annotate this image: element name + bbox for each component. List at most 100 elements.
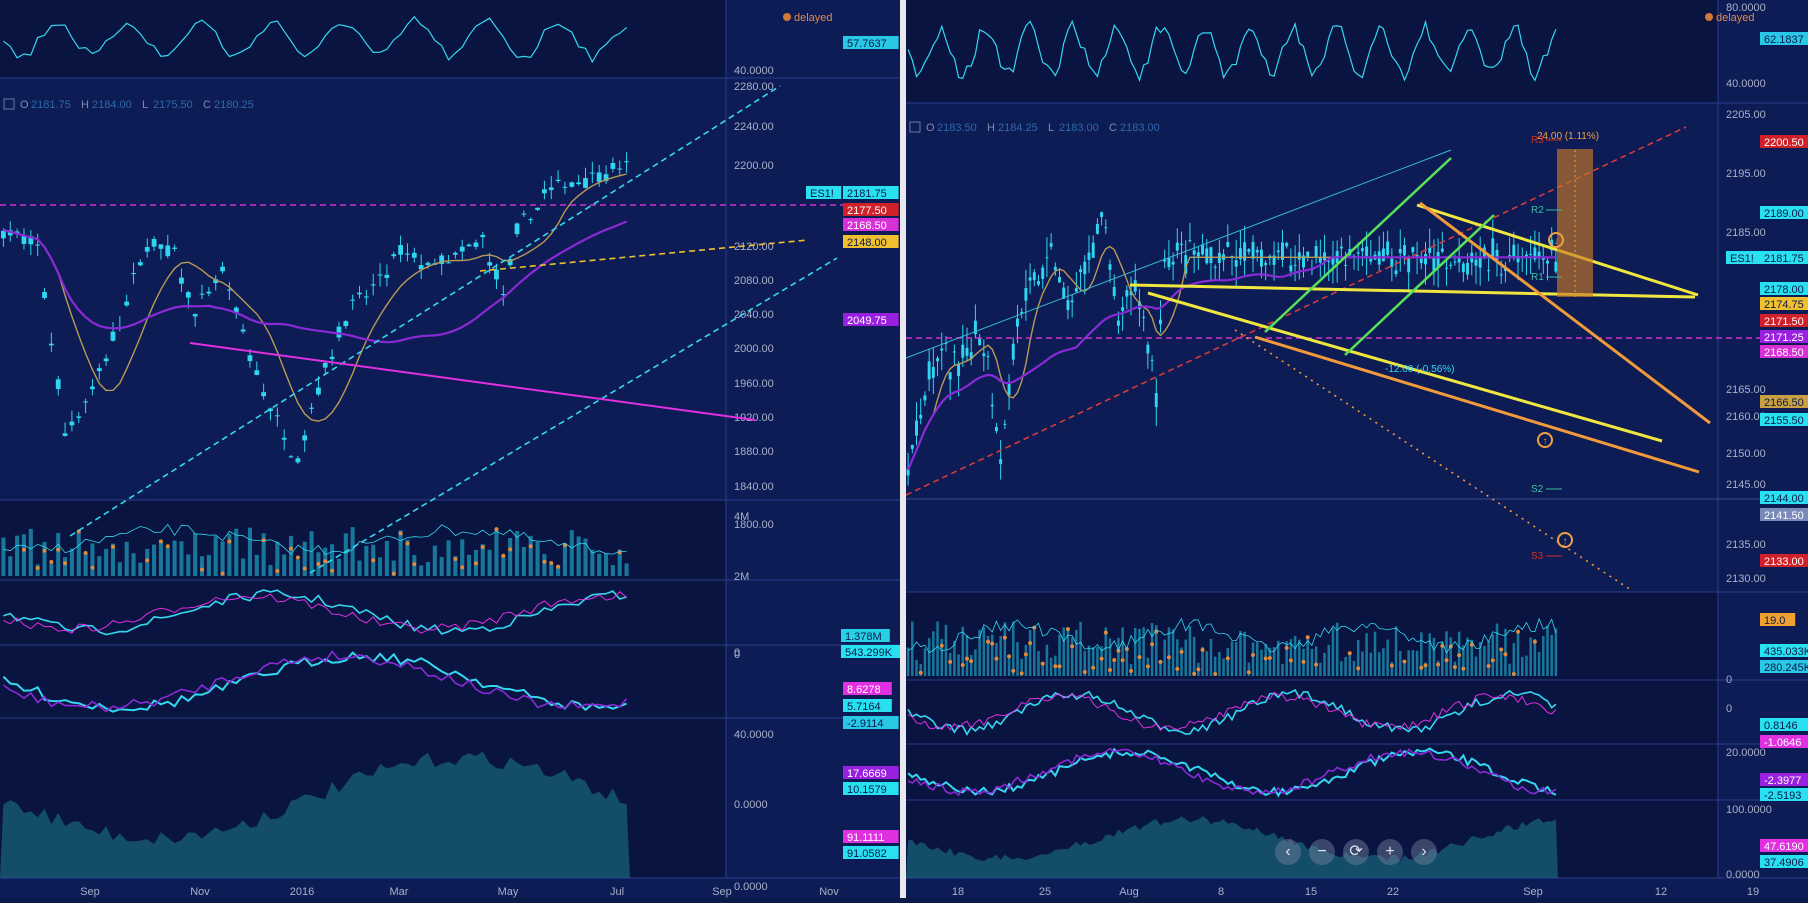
volume-bar [487, 549, 492, 576]
channel-line-upper[interactable] [69, 85, 781, 537]
macd-panel[interactable] [906, 680, 1718, 744]
orange-dotted-projection[interactable] [1234, 329, 1632, 591]
candle-body [1011, 343, 1015, 360]
candle-body [1445, 267, 1449, 269]
moving-average-long [3, 220, 628, 344]
orange-trend-line-low[interactable] [1254, 335, 1700, 474]
price-badge-bg [806, 186, 842, 199]
candle-body [1281, 242, 1284, 260]
collapse-legend-button[interactable] [909, 121, 921, 133]
price-badge: 5.7164 [847, 701, 881, 713]
pane-divider[interactable] [900, 0, 906, 898]
volume-bar [1331, 628, 1335, 676]
stoch-panel[interactable] [906, 744, 1718, 800]
candle-body [1461, 263, 1465, 273]
candle-body [957, 363, 961, 377]
volume-marker [1284, 645, 1289, 650]
volume-axis-tick: 4M [734, 511, 749, 523]
price-badge: ES1! [1730, 253, 1754, 265]
rsi-line [907, 19, 1557, 83]
candle-body [158, 244, 164, 249]
wedge-upper-line[interactable] [905, 149, 1452, 359]
zoom-in-button[interactable]: + [1377, 839, 1403, 865]
price-panel[interactable] [906, 103, 1718, 592]
volume-bar [1091, 647, 1095, 676]
volume-bar [145, 548, 150, 576]
volume-bar [1424, 662, 1427, 676]
volume-marker [145, 558, 150, 563]
volume-bar [1373, 631, 1377, 676]
volume-bar [1306, 637, 1309, 676]
volume-bar [969, 654, 973, 676]
volume-marker [35, 566, 40, 571]
price-badge-bg [1760, 297, 1808, 310]
volume-marker [1461, 666, 1466, 671]
volume-marker [1053, 664, 1058, 669]
volume-bar [1293, 635, 1297, 676]
candle-body [220, 266, 225, 272]
green-channel-upper[interactable] [1264, 157, 1452, 333]
magenta-trend-line[interactable] [189, 342, 756, 421]
candle-body [596, 172, 602, 182]
yellow-dashed-line[interactable] [479, 239, 809, 272]
last-axis-tick: 0.0000 [734, 881, 768, 893]
measure-box-up[interactable] [1557, 149, 1593, 297]
volume-bar [936, 621, 939, 676]
candle-body [131, 273, 136, 275]
collapse-legend-button[interactable] [3, 98, 15, 110]
channel-line-upper[interactable] [905, 126, 1687, 496]
price-badge: 1.378M [845, 631, 882, 643]
volume-marker [1120, 658, 1125, 663]
left-chart-pane[interactable]: 40.00002280.002240.002200.002120.002080.… [0, 0, 904, 898]
volume-bar [1449, 637, 1452, 676]
pivot-label: R2 [1531, 205, 1544, 216]
channel-line-lower[interactable] [309, 257, 838, 574]
green-channel-lower[interactable] [1344, 214, 1495, 356]
candle-body [1003, 423, 1007, 425]
volume-bar [514, 531, 520, 576]
candle-body [1045, 257, 1049, 259]
candle-body [1264, 262, 1268, 266]
yellow-trend-line-low[interactable] [1147, 291, 1663, 443]
price-badge-bg [1760, 613, 1796, 626]
price-panel[interactable] [0, 78, 726, 500]
reset-button[interactable]: ⟳ [1343, 839, 1369, 865]
candle-body [384, 274, 390, 278]
signal-arrow-icon[interactable] [1557, 532, 1573, 548]
volume-bar [1335, 622, 1339, 676]
volume-bar [227, 533, 232, 576]
oscillator-area [906, 816, 1558, 878]
candle-body [1432, 257, 1436, 271]
candle-body [1129, 291, 1133, 295]
ohlc-value-l: 2183.00 [1059, 122, 1099, 134]
delayed-dot-icon [1705, 13, 1713, 21]
volume-bar [350, 527, 355, 576]
candle-body [1159, 319, 1162, 325]
signal-arrow-icon[interactable] [1548, 232, 1564, 248]
volume-marker [542, 559, 547, 564]
volume-bar [1083, 651, 1087, 676]
macd-panel[interactable] [0, 580, 726, 645]
volume-marker [405, 541, 410, 546]
scroll-left-button[interactable]: ‹ [1275, 839, 1301, 865]
price-badge-bg [1760, 282, 1808, 295]
candle-body [986, 355, 990, 357]
volume-marker [302, 566, 307, 571]
volume-bar [1508, 663, 1511, 676]
scroll-right-button[interactable]: › [1411, 839, 1437, 865]
price-badge: 2189.00 [1764, 208, 1804, 220]
price-badge: 2166.50 [1764, 397, 1804, 409]
right-chart-pane[interactable]: 80.000040.00002205.002195.002185.002165.… [905, 0, 1808, 898]
rsi-panel[interactable] [906, 0, 1718, 103]
volume-bar [1192, 636, 1196, 676]
volume-marker [1486, 663, 1491, 668]
volume-bar [1298, 639, 1301, 676]
volume-bar [21, 534, 27, 576]
volume-bar [186, 554, 191, 576]
zoom-out-button[interactable]: − [1309, 839, 1335, 865]
volume-marker [1267, 656, 1272, 661]
signal-arrow-icon[interactable] [1537, 432, 1553, 448]
volume-bar [624, 563, 629, 576]
volume-marker [1166, 655, 1171, 660]
volume-marker [1112, 658, 1117, 663]
